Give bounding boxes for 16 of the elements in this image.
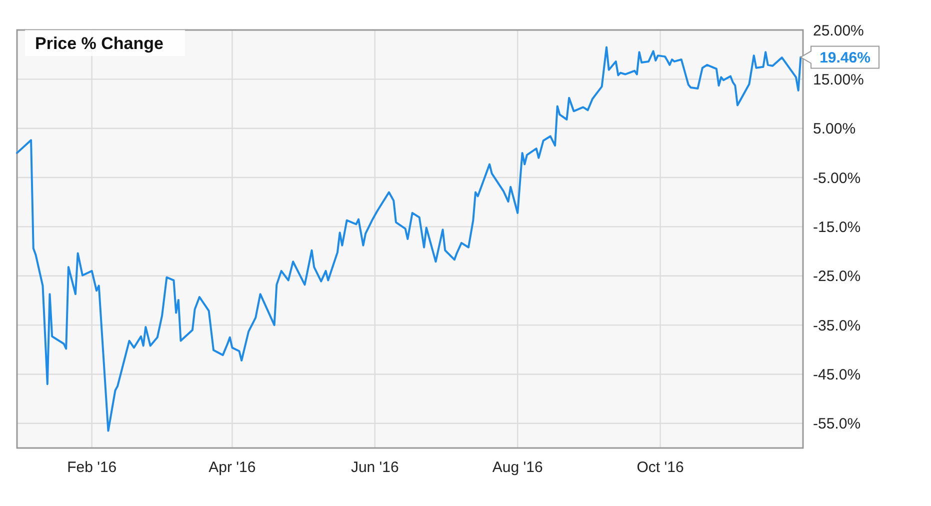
y-tick-label: -15.0% [813, 218, 861, 236]
x-tick-label: Jun '16 [350, 459, 399, 476]
x-tick-label: Apr '16 [208, 459, 256, 476]
y-tick-label: 5.00% [813, 120, 856, 138]
y-tick-label: -25.0% [813, 268, 861, 286]
y-tick-label: -55.0% [813, 416, 861, 433]
chart-title: Price % Change [35, 34, 164, 53]
x-tick-label: Aug '16 [492, 459, 543, 476]
y-tick-label: -35.0% [813, 317, 861, 334]
y-tick-label: -5.00% [813, 170, 861, 187]
y-tick-label: 25.00% [813, 22, 864, 40]
y-tick-label: -45.0% [813, 366, 861, 384]
x-tick-label: Oct '16 [636, 459, 684, 476]
y-tick-label: 15.00% [813, 71, 864, 88]
annotation: 19.46% [820, 49, 870, 66]
x-tick-label: Feb '16 [67, 459, 117, 476]
